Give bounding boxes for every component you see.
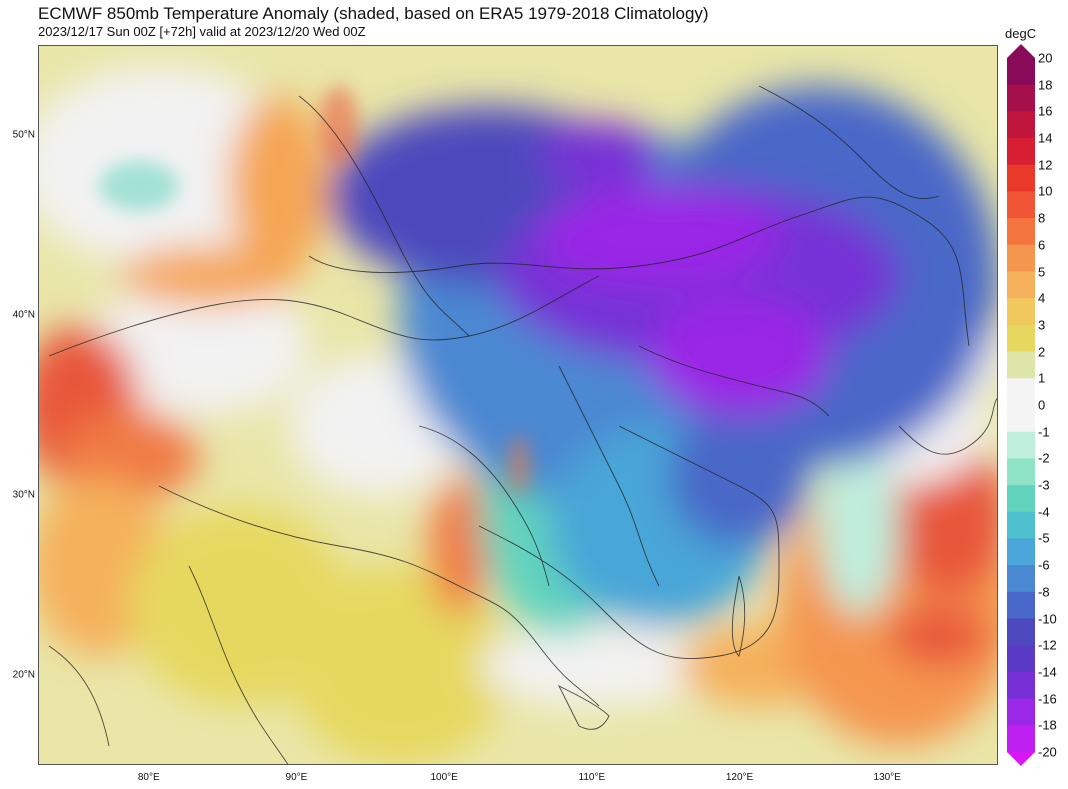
lon-tick-label: 130°E [873, 772, 901, 783]
lat-tick-label: 50°N [12, 129, 35, 141]
colorbar-cell [1007, 111, 1035, 139]
colorbar-cell [1007, 271, 1035, 299]
colorbar-tick-label: -16 [1038, 691, 1057, 707]
lon-tick-label: 100°E [430, 772, 458, 783]
colorbar-cell [1007, 431, 1035, 459]
colorbar-tick-label: 2 [1038, 344, 1046, 360]
colorbar-tick-label: -18 [1038, 717, 1057, 733]
colorbar-tick-label: 12 [1038, 157, 1053, 173]
colorbar-bottom-arrow [1007, 752, 1035, 766]
colorbar-tick-label: -3 [1038, 477, 1050, 493]
colorbar-tick-label: 4 [1038, 290, 1046, 306]
colorbar-tick-label: 6 [1038, 237, 1046, 253]
colorbar-cell [1007, 378, 1035, 406]
colorbar-tick-label: -12 [1038, 637, 1057, 653]
colorbar-cell [1007, 164, 1035, 192]
colorbar-cell [1007, 485, 1035, 513]
colorbar-tick-label: -2 [1038, 450, 1050, 466]
colorbar-cell [1007, 458, 1035, 486]
colorbar-cell [1007, 298, 1035, 326]
lon-tick-label: 110°E [578, 772, 606, 783]
colorbar-cell [1007, 618, 1035, 646]
colorbar-cell [1007, 591, 1035, 620]
lat-tick-label: 40°N [12, 309, 35, 321]
colorbar-tick-label: 20 [1038, 50, 1053, 66]
colorbar-cell [1007, 191, 1035, 219]
colorbar-tick-label: 10 [1038, 183, 1053, 199]
colorbar-cell [1007, 671, 1035, 700]
colorbar-cell [1007, 511, 1035, 539]
anomaly-map[interactable] [38, 45, 998, 765]
lon-tick-label: 90°E [285, 772, 308, 783]
colorbar-cell [1007, 645, 1035, 673]
colorbar-tick-label: -5 [1038, 530, 1050, 546]
colorbar-cell [1007, 218, 1035, 246]
colorbar-tick-label: 16 [1038, 103, 1053, 119]
colorbar-cell [1007, 405, 1035, 433]
colorbar-cell [1007, 58, 1035, 86]
colorbar-tick-label: 3 [1038, 317, 1046, 333]
colorbar-cell [1007, 138, 1035, 166]
colorbar-tick-label: -6 [1038, 557, 1050, 573]
lon-tick-label: 120°E [725, 772, 754, 783]
colorbar-cell [1007, 351, 1035, 379]
colorbar-tick-label: 18 [1038, 77, 1053, 93]
colorbar-tick-label: 14 [1038, 130, 1053, 146]
colorbar-tick-label: 5 [1038, 264, 1046, 280]
map-title: ECMWF 850mb Temperature Anomaly (shaded,… [38, 4, 709, 23]
colorbar-tick-label: -8 [1038, 584, 1050, 600]
map-subtitle: 2023/12/17 Sun 00Z [+72h] valid at 2023/… [38, 24, 366, 39]
colorbar-tick-label: 0 [1038, 397, 1046, 413]
colorbar-tick-label: -20 [1038, 744, 1057, 760]
colorbar-tick-label: -14 [1038, 664, 1057, 680]
colorbar-cell [1007, 698, 1035, 726]
colorbar-tick-label: -10 [1038, 611, 1057, 627]
colorbar-cell [1007, 538, 1035, 566]
colorbar-cell [1007, 244, 1035, 273]
colorbar-tick-label: -4 [1038, 504, 1050, 520]
colorbar-unit: degC [1005, 26, 1037, 41]
colorbar-tick-label: 8 [1038, 210, 1046, 226]
colorbar-cell [1007, 725, 1035, 753]
colorbar-tick-label: 1 [1038, 370, 1046, 386]
lat-tick-label: 30°N [12, 489, 35, 501]
colorbar-top-arrow [1007, 44, 1035, 58]
anomaly-field [39, 46, 997, 764]
lon-tick-label: 80°E [137, 772, 160, 783]
colorbar [1007, 44, 1035, 766]
lat-tick-label: 20°N [12, 669, 35, 681]
colorbar-cell [1007, 565, 1035, 593]
colorbar-cell [1007, 324, 1035, 353]
colorbar-cell [1007, 84, 1035, 112]
colorbar-tick-label: -1 [1038, 424, 1050, 440]
